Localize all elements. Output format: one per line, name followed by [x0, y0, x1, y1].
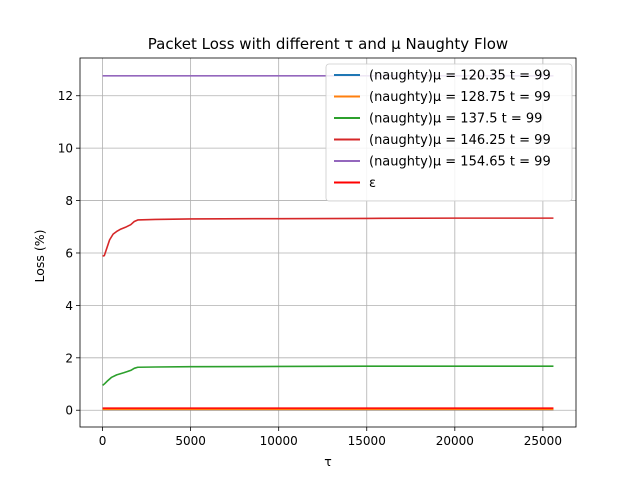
legend-label: (naughty)μ = 128.75 t = 99	[369, 90, 551, 105]
y-tick-label: 2	[65, 351, 73, 365]
x-axis-label: τ	[324, 454, 332, 469]
y-tick-label: 4	[65, 299, 73, 313]
x-tick-label: 15000	[348, 434, 386, 448]
y-tick-label: 12	[58, 89, 73, 103]
axes-frame	[79, 57, 577, 428]
legend-label: (naughty)μ = 137.5 t = 99	[369, 112, 542, 127]
y-axis: 0 2 4 6 8 10 12	[58, 89, 80, 418]
legend-label: (naughty)μ = 120.35 t = 99	[369, 69, 551, 84]
series-line-4	[102, 217, 554, 257]
x-axis: 0 5000 10000 15000 20000 25000	[99, 427, 562, 448]
y-tick-label: 8	[65, 194, 73, 208]
x-tick-label: 5000	[175, 434, 206, 448]
y-tick-label: 0	[65, 404, 73, 418]
legend-box	[325, 63, 573, 202]
chart-title: Packet Loss with different τ and μ Naugh…	[148, 35, 508, 53]
x-tick-label: 10000	[260, 434, 298, 448]
y-tick-label: 10	[58, 142, 73, 156]
series-line-3	[102, 365, 554, 386]
legend-label: (naughty)μ = 154.65 t = 99	[369, 155, 551, 170]
legend-label: ε	[369, 176, 376, 191]
legend: (naughty)μ = 120.35 t = 99 (naughty)μ = 1…	[325, 63, 573, 202]
x-tick-label: 0	[99, 434, 107, 448]
legend-label: (naughty)μ = 146.25 t = 99	[369, 133, 551, 148]
x-tick-label: 25000	[524, 434, 562, 448]
y-tick-label: 6	[65, 246, 73, 260]
x-tick-label: 20000	[436, 434, 474, 448]
y-axis-label: Loss (%)	[32, 229, 47, 282]
